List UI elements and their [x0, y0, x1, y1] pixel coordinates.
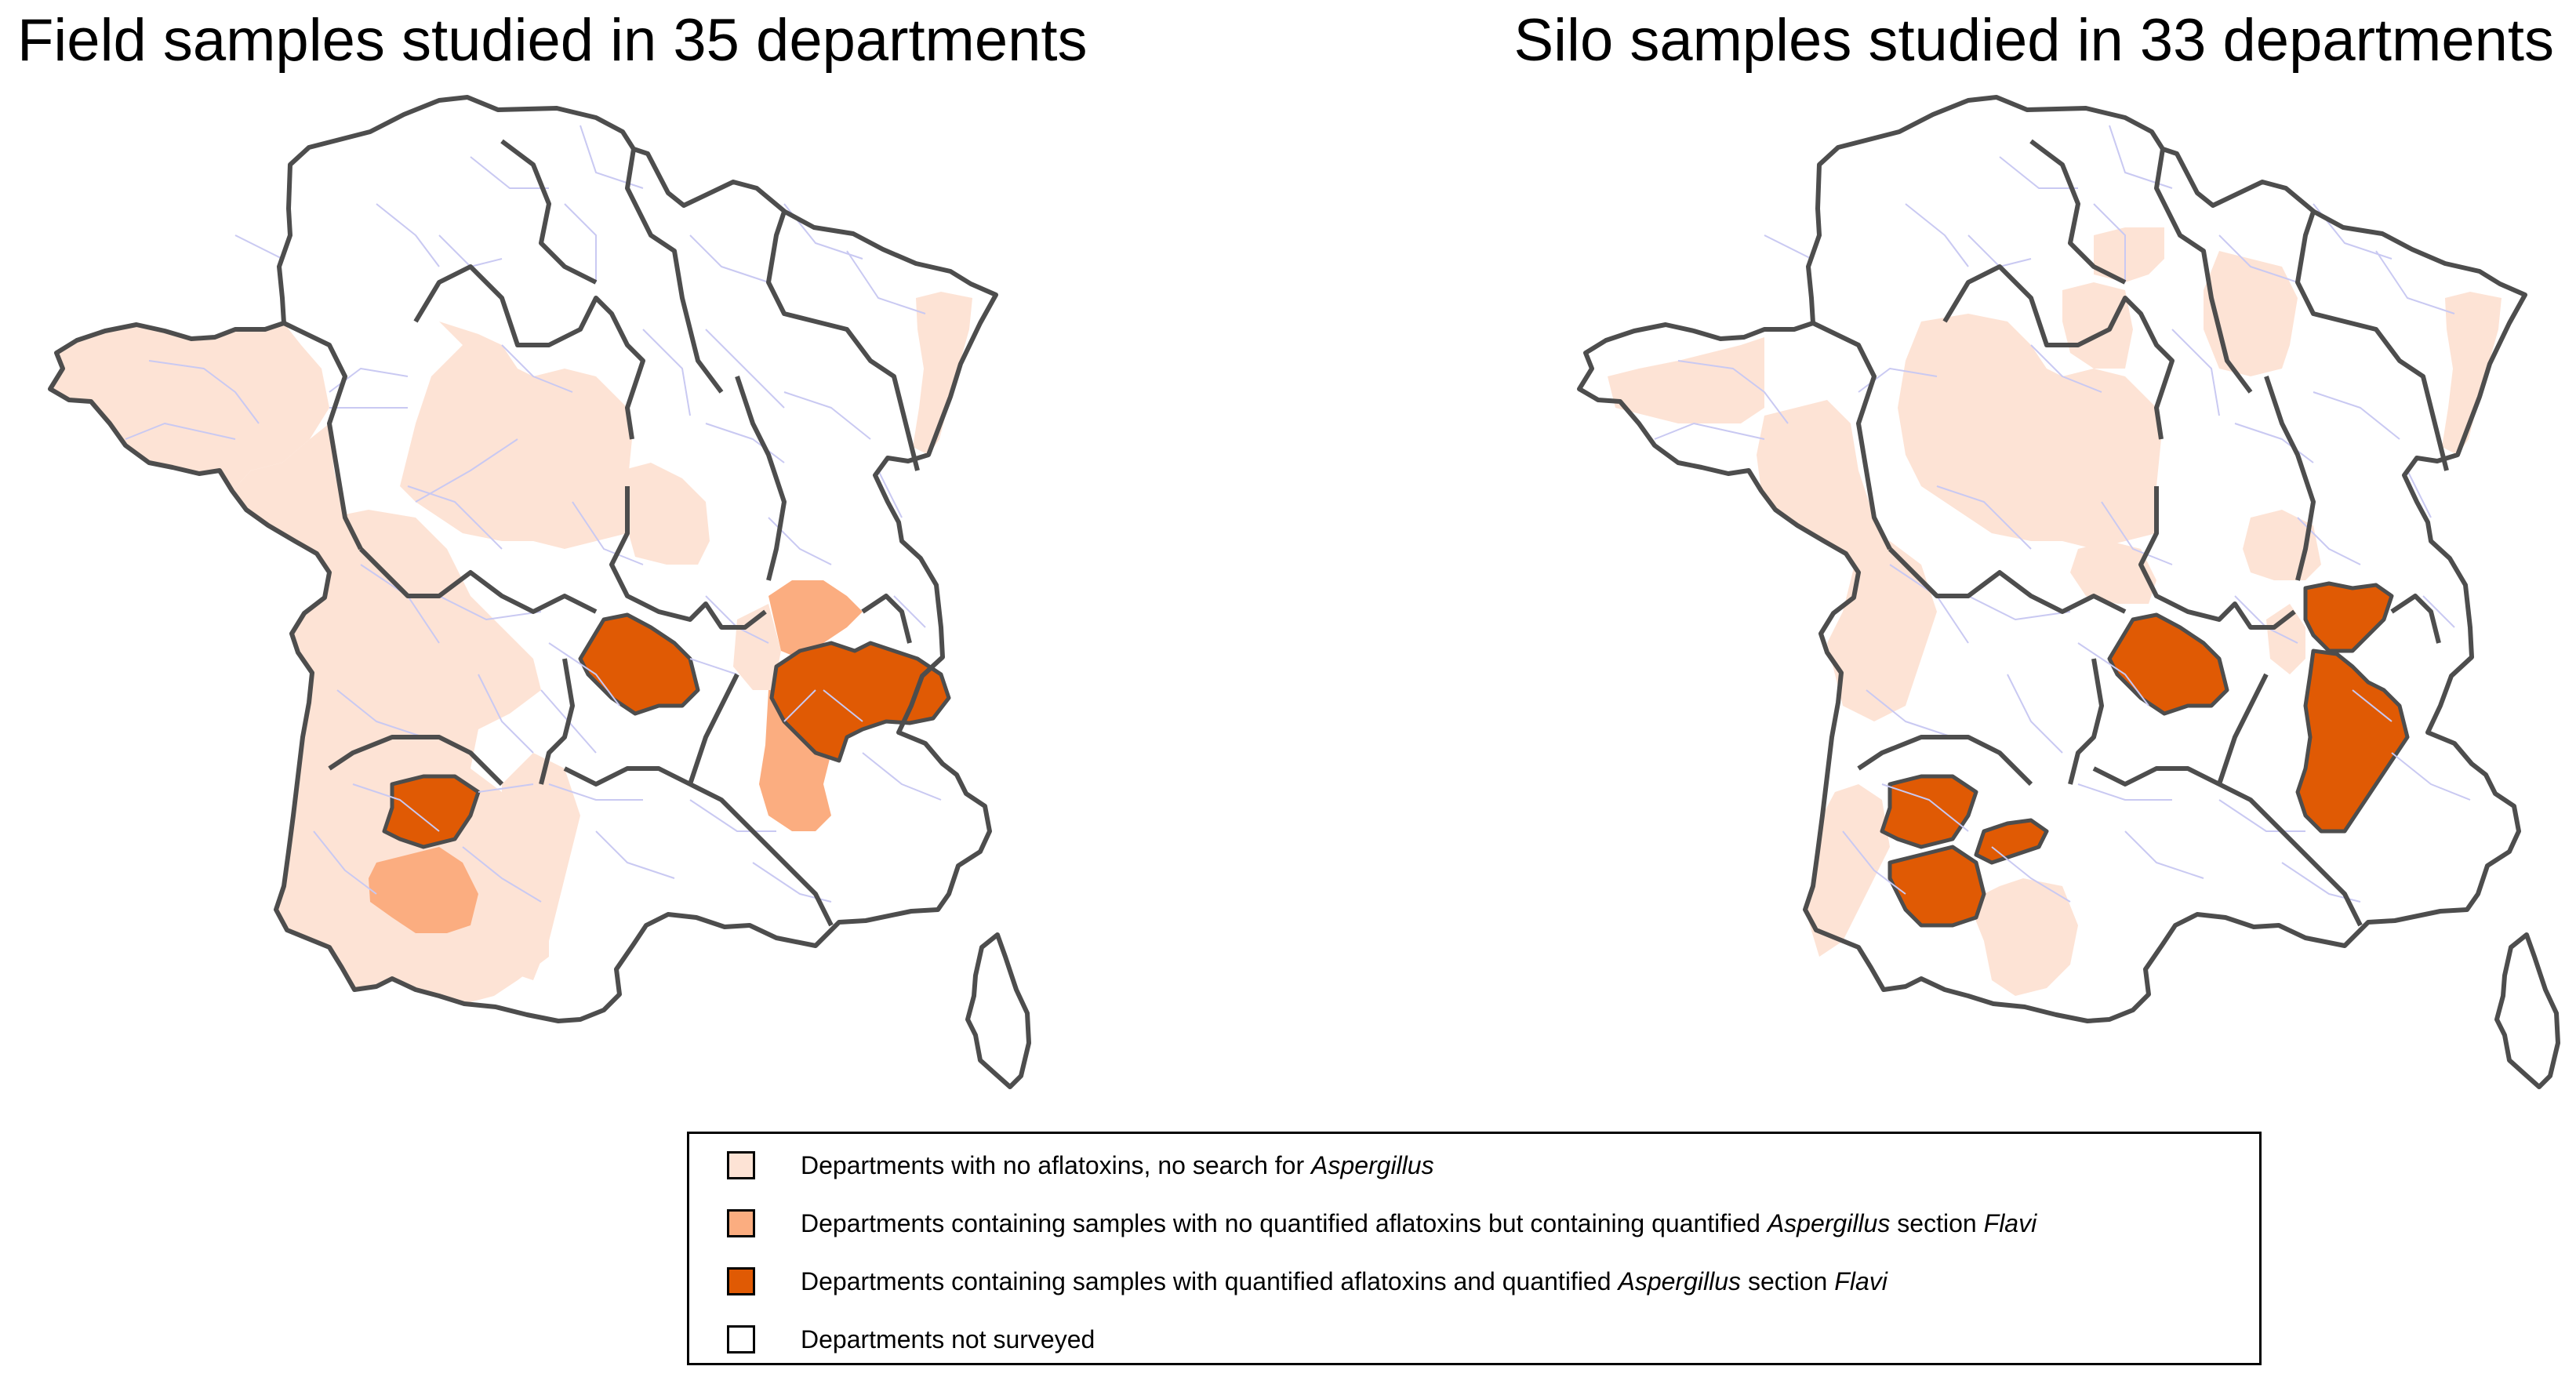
ain-region: [2303, 581, 2394, 653]
legend-item-no-aflatoxin: Departments with no aflatoxins, no searc…: [727, 1150, 1434, 1181]
ile-de-france-region: [2062, 282, 2133, 369]
allier-region: [578, 612, 700, 716]
lot-et-garonne-region: [1880, 774, 1978, 849]
legend-swatch-white: [727, 1325, 755, 1353]
field-map: [50, 97, 1029, 1087]
legend-item-aspergillus-only: Departments containing samples with no q…: [727, 1208, 2036, 1239]
ain-region: [768, 580, 863, 659]
legend-item-aflatoxin-and-aspergillus: Departments containing samples with quan…: [727, 1266, 1887, 1297]
landes-region: [1805, 784, 1890, 957]
rhone-region: [2266, 604, 2305, 674]
region-borders: [282, 139, 920, 927]
legend-italic-section: Flavi: [1834, 1266, 1887, 1295]
legend-swatch-medium: [727, 1209, 755, 1237]
midi-pyrenees-region: [502, 753, 580, 980]
centre-region: [400, 322, 632, 549]
legend-tail: section: [1897, 1208, 1977, 1237]
legend-text: Departments containing samples with no q…: [801, 1208, 1760, 1237]
isere-savoie-region: [769, 641, 951, 763]
corsica-base: [2497, 935, 2558, 1087]
legend-text: Departments not surveyed: [801, 1324, 1095, 1353]
legend-italic-genus: Aspergillus: [1311, 1150, 1434, 1179]
corsica-base: [968, 935, 1029, 1087]
brittany-region: [1608, 337, 1764, 423]
map-legend: Departments with no aflatoxins, no searc…: [687, 1132, 2262, 1365]
burgundy-region: [621, 463, 710, 565]
allier-region: [2107, 612, 2229, 716]
puy-de-dome-region: [2070, 541, 2156, 604]
tarn-et-garonne-region: [1974, 818, 2049, 865]
silo-aflatoxin-regions: [1880, 581, 2410, 928]
haute-garonne-region: [1968, 878, 2078, 996]
isere-drome-region: [2295, 649, 2410, 834]
alsace-region: [2442, 292, 2502, 455]
gers-region: [369, 847, 478, 933]
legend-text: Departments with no aflatoxins, no searc…: [801, 1150, 1305, 1179]
legend-item-not-surveyed: Departments not surveyed: [727, 1324, 1095, 1355]
brittany-region: [50, 323, 329, 491]
legend-swatch-light: [727, 1151, 755, 1179]
pays-de-la-loire-region: [232, 423, 361, 580]
lot-et-garonne-region: [382, 774, 481, 849]
field-map-title: Field samples studied in 35 departments: [17, 7, 1088, 74]
alsace-region: [913, 292, 972, 455]
legend-italic-genus: Aspergillus: [1618, 1266, 1741, 1295]
silo-map: [1579, 97, 2558, 1087]
poitou-aquitaine-region: [276, 510, 549, 1004]
legend-text: Departments containing samples with quan…: [801, 1266, 1611, 1295]
legend-italic-section: Flavi: [1983, 1208, 2037, 1237]
picardy-region: [2094, 227, 2164, 282]
field-no-aflatoxin-regions: [50, 292, 972, 1004]
gers-region: [1887, 845, 1986, 928]
silo-map-title: Silo samples studied in 33 departments: [1513, 7, 2554, 74]
legend-swatch-dark: [727, 1267, 755, 1295]
field-aflatoxin-regions: [382, 612, 951, 849]
pays-de-la-loire-region: [1757, 400, 1890, 580]
region-borders: [1811, 139, 2449, 927]
legend-italic-genus: Aspergillus: [1767, 1208, 1891, 1237]
champagne-region: [2204, 251, 2298, 376]
legend-tail: section: [1747, 1266, 1828, 1295]
centre-region: [1898, 314, 2161, 549]
